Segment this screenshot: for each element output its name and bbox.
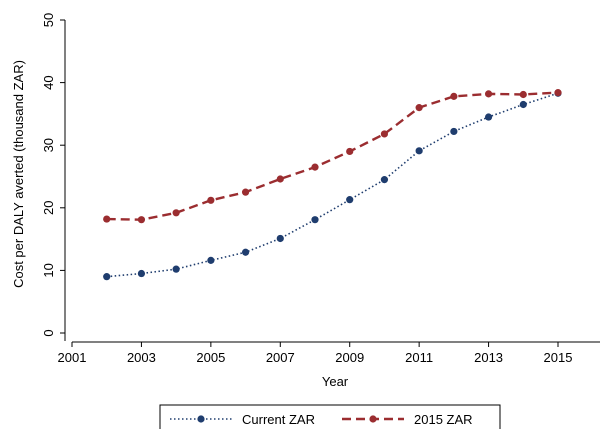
data-point-2015-zar	[346, 147, 354, 156]
x-tick-label: 2011	[405, 350, 433, 365]
y-tick-label: 40	[41, 75, 56, 89]
data-point-2015-zar	[519, 90, 527, 99]
y-tick-label: 10	[41, 263, 56, 277]
plot-area: 0 10 20 30 40 50 2001 2003 2005 2007 2009 2011 2013…	[41, 13, 600, 365]
legend-swatch-marker-current-zar	[197, 415, 205, 423]
y-tick-label: 30	[41, 138, 56, 152]
data-point-current-zar	[346, 196, 354, 204]
series-2015-zar	[103, 89, 562, 224]
data-point-current-zar	[241, 248, 250, 256]
legend-items: Current ZAR 2015 ZAR	[170, 412, 473, 427]
data-point-current-zar	[137, 269, 146, 278]
legend-swatch-marker-2015-zar	[369, 415, 377, 423]
data-point-current-zar	[311, 216, 319, 224]
data-point-current-zar	[415, 147, 423, 155]
data-point-2015-zar	[311, 163, 319, 171]
data-point-2015-zar	[207, 196, 215, 204]
legend-label-2015-zar: 2015 ZAR	[414, 412, 473, 427]
legend: Current ZAR 2015 ZAR	[159, 404, 501, 429]
y-tick-label: 50	[41, 13, 56, 27]
data-point-current-zar	[519, 100, 527, 109]
data-point-current-zar	[380, 176, 389, 184]
x-tick-label: 2009	[335, 350, 364, 365]
data-point-current-zar	[484, 113, 493, 121]
data-point-2015-zar	[137, 216, 146, 224]
data-point-2015-zar	[103, 215, 111, 223]
data-point-2015-zar	[276, 175, 284, 183]
data-point-current-zar	[276, 234, 284, 243]
data-point-current-zar	[207, 256, 215, 264]
x-tick-label: 2001	[58, 350, 87, 365]
y-tick-label: 0	[41, 329, 56, 336]
data-point-2015-zar	[241, 188, 250, 196]
x-tick-label: 2005	[196, 350, 225, 365]
data-point-current-zar	[172, 265, 180, 273]
x-tick-label: 2015	[544, 350, 573, 365]
data-point-current-zar	[103, 273, 111, 281]
data-point-2015-zar	[172, 209, 180, 217]
data-point-2015-zar	[450, 92, 458, 100]
x-axis-title: Year	[322, 374, 349, 389]
x-tick-label: 2003	[127, 350, 156, 365]
x-tick-label: 2007	[266, 350, 295, 365]
data-point-2015-zar	[415, 104, 423, 112]
data-point-2015-zar	[484, 90, 493, 98]
series-line-2015-zar	[106, 91, 559, 221]
y-tick-label: 20	[41, 201, 56, 215]
legend-box	[159, 404, 501, 429]
legend-label-current-zar: Current ZAR	[242, 412, 315, 427]
data-point-2015-zar	[380, 130, 389, 138]
y-axis-ticks: 0 10 20 30 40 50	[41, 13, 65, 337]
series-layer	[103, 89, 562, 281]
y-axis-title: Cost per DALY averted (thousand ZAR)	[11, 60, 26, 288]
data-point-current-zar	[450, 127, 458, 136]
data-point-2015-zar	[554, 89, 562, 97]
x-axis-ticks: 2001 2003 2005 2007 2009 2011 2013 2015	[58, 342, 573, 365]
x-tick-label: 2013	[474, 350, 503, 365]
